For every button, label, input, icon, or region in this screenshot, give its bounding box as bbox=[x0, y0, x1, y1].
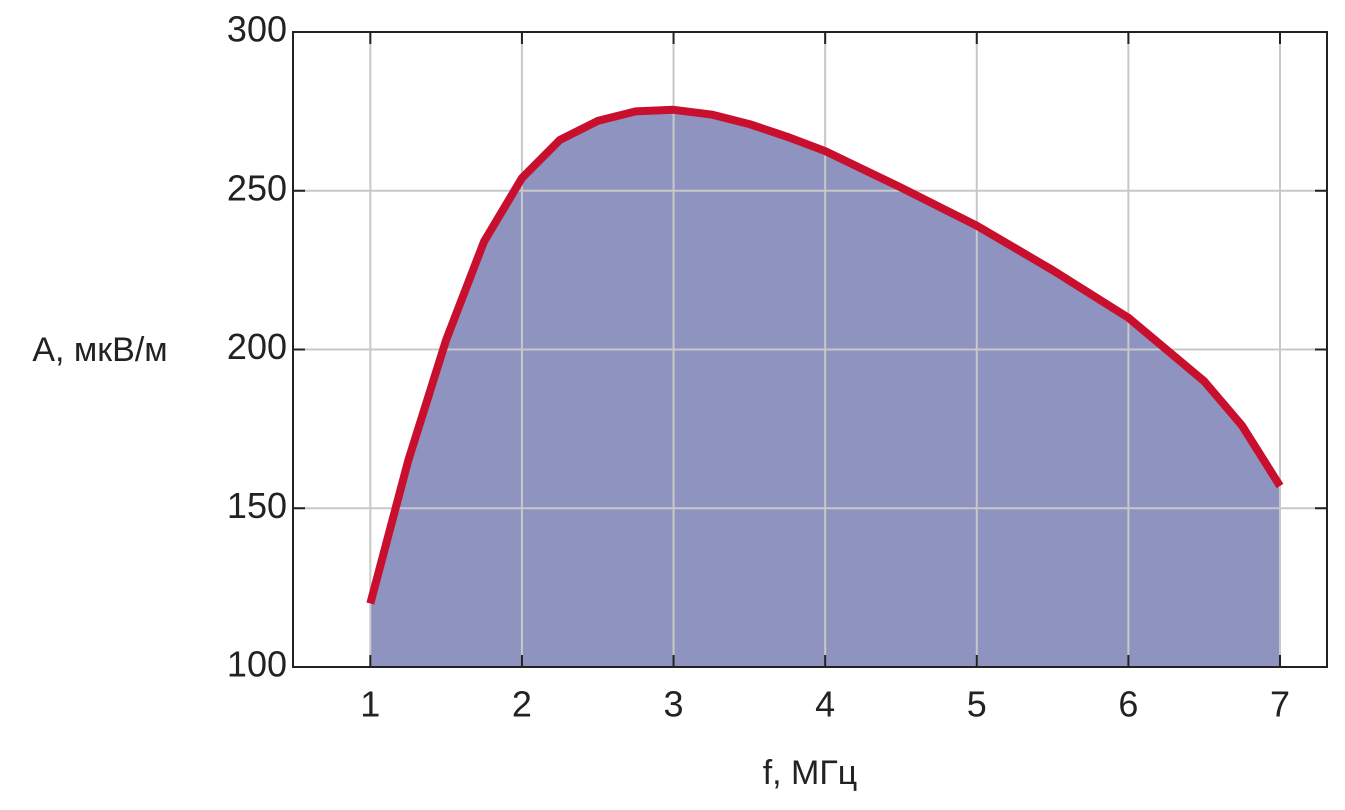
x-tick-label: 6 bbox=[1118, 684, 1138, 725]
y-tick-label: 150 bbox=[227, 485, 287, 526]
x-tick-label: 4 bbox=[815, 684, 835, 725]
x-axis-label: f, МГц bbox=[763, 754, 858, 792]
y-tick-label: 200 bbox=[227, 326, 287, 367]
x-tick-label: 5 bbox=[967, 684, 987, 725]
y-tick-label: 300 bbox=[227, 9, 287, 50]
y-axis-label: A, мкВ/м bbox=[32, 331, 167, 369]
x-tick-label: 3 bbox=[664, 684, 684, 725]
y-tick-label: 100 bbox=[227, 644, 287, 685]
x-tick-label: 1 bbox=[360, 684, 380, 725]
y-tick-label: 250 bbox=[227, 167, 287, 208]
x-tick-label: 2 bbox=[512, 684, 532, 725]
plot-frame bbox=[292, 31, 1328, 668]
line bbox=[366, 105, 1284, 605]
x-tick-label: 7 bbox=[1270, 684, 1290, 725]
